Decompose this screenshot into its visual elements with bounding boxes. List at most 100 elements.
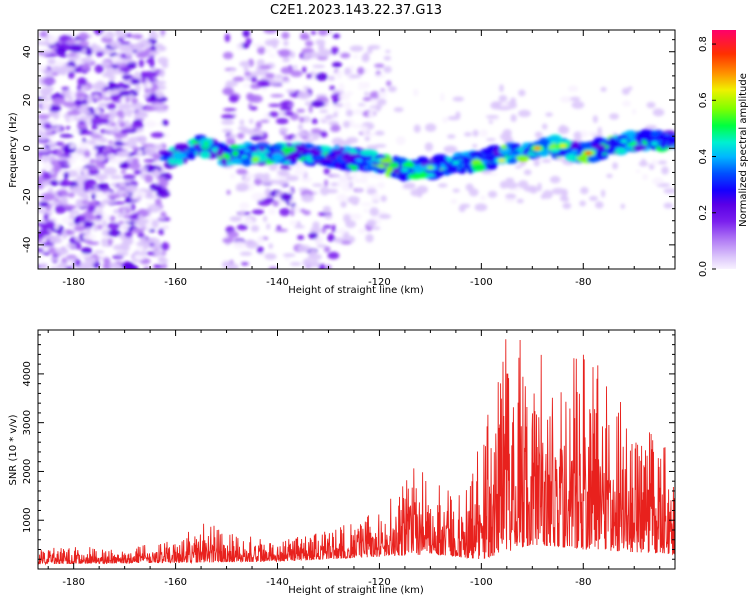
spectral-blob xyxy=(260,119,270,123)
spectral-blob xyxy=(173,143,189,152)
spectral-blob xyxy=(121,193,128,198)
spectral-blob xyxy=(255,121,262,129)
spectral-blob xyxy=(250,135,263,141)
spectral-blob xyxy=(324,214,333,220)
spectral-blob xyxy=(652,108,665,117)
spectral-blob xyxy=(369,207,379,217)
spectral-blob xyxy=(44,220,56,229)
spectral-blob xyxy=(92,125,99,130)
spectral-blob xyxy=(143,146,156,156)
spectral-blob xyxy=(120,129,129,134)
spectral-blob xyxy=(107,238,113,246)
spectral-blob xyxy=(351,172,358,179)
spectral-blob xyxy=(43,87,52,94)
spectral-blob xyxy=(67,192,75,198)
spectral-blob xyxy=(150,67,158,71)
spectral-blob xyxy=(377,98,387,106)
spectral-blob xyxy=(65,266,74,269)
spectral-blob xyxy=(236,43,243,51)
spectral-blob xyxy=(290,209,295,217)
spectral-blob xyxy=(352,54,359,60)
spectral-blob xyxy=(105,214,111,222)
spectral-blob xyxy=(227,134,237,139)
spectral-blob xyxy=(393,107,404,113)
spectral-blob xyxy=(517,180,529,189)
spectral-blob xyxy=(263,172,270,182)
spectral-blob xyxy=(275,117,289,125)
spectral-blob xyxy=(158,216,166,220)
spectral-blob xyxy=(78,141,89,150)
spectral-blob xyxy=(374,130,385,136)
spectral-blob xyxy=(303,86,311,90)
spectral-blob xyxy=(153,170,160,178)
spectral-blob xyxy=(306,133,321,138)
spectral-blob xyxy=(549,175,561,184)
spectral-blob xyxy=(144,120,157,128)
spectral-blob xyxy=(360,125,369,135)
y-tick-label: -40 xyxy=(22,237,33,253)
spectral-blob xyxy=(609,113,620,120)
spectral-blob xyxy=(580,130,588,138)
spectral-blob xyxy=(591,144,606,150)
spectral-blob xyxy=(138,59,145,68)
spectral-blob xyxy=(505,181,518,189)
spectral-blob xyxy=(59,133,74,138)
spectral-blob xyxy=(239,202,250,210)
spectral-blob xyxy=(108,70,116,74)
spectral-blob xyxy=(284,111,295,116)
spectral-blob xyxy=(256,59,266,68)
spectral-blob xyxy=(588,195,599,202)
spectral-blob xyxy=(651,130,659,138)
spectral-blob xyxy=(93,145,107,150)
spectral-blob xyxy=(663,202,674,209)
spectral-blob xyxy=(264,49,272,53)
spectral-blob xyxy=(144,106,154,112)
spectral-blob xyxy=(78,32,89,40)
spectral-blob xyxy=(95,159,103,168)
spectral-blob xyxy=(46,132,52,137)
spectral-blob xyxy=(537,182,542,192)
x-tick-label: -160 xyxy=(164,277,187,288)
spectral-blob xyxy=(452,96,465,102)
spectral-blob xyxy=(242,30,251,38)
spectral-blob xyxy=(162,119,169,126)
spectral-blob xyxy=(479,129,488,137)
x-tick-label: -140 xyxy=(266,577,289,588)
spectral-blob xyxy=(144,174,154,184)
y-tick-label: 20 xyxy=(22,94,33,107)
spectral-blob xyxy=(270,94,284,98)
spectral-blob xyxy=(365,184,377,190)
spectral-blob xyxy=(118,182,127,188)
spectral-blob xyxy=(256,79,271,88)
spectral-blob xyxy=(638,129,652,137)
spectral-blob xyxy=(143,70,158,79)
snr-x-label: Height of straight line (km) xyxy=(288,585,424,596)
spectral-blob xyxy=(185,146,200,153)
spectral-blob xyxy=(289,51,296,59)
spectral-blob xyxy=(479,195,487,201)
colorbar-tick-label: 0.4 xyxy=(698,149,709,165)
spectral-blob xyxy=(485,138,496,142)
spectral-blob xyxy=(92,224,99,232)
spectral-blob xyxy=(245,173,255,179)
spectral-blob xyxy=(534,131,543,138)
spectral-blob xyxy=(97,224,103,230)
x-tick-label: -180 xyxy=(62,577,85,588)
spectral-blob xyxy=(510,114,517,123)
spectral-blob xyxy=(107,222,120,230)
spectral-blob xyxy=(133,169,142,175)
spectral-blob xyxy=(119,121,126,128)
spectral-blob xyxy=(126,62,137,69)
spectral-blob xyxy=(612,132,619,136)
spectral-blob xyxy=(117,214,124,218)
spectral-blob xyxy=(523,169,532,176)
figure-title: C2E1.2023.143.22.37.G13 xyxy=(270,3,442,18)
spectral-blob xyxy=(77,254,91,259)
spectral-blob xyxy=(117,103,131,111)
spectral-blob xyxy=(130,78,141,85)
spectral-blob xyxy=(137,232,145,238)
spectral-blob xyxy=(374,63,385,68)
spectral-peak xyxy=(584,151,592,155)
colorbar-tick-label: 0.0 xyxy=(698,261,709,277)
spectral-blob xyxy=(396,172,411,179)
